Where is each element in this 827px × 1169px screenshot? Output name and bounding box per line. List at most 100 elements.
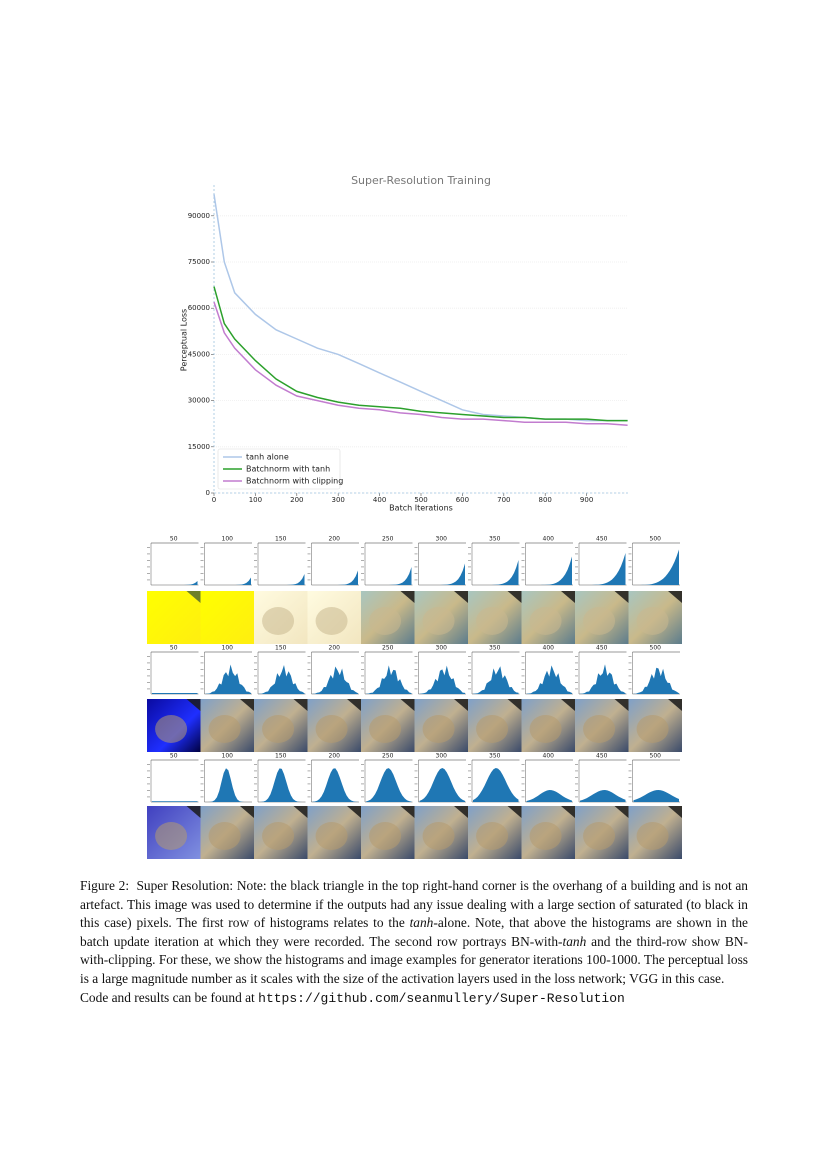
hist-axis-text	[468, 675, 471, 677]
hist-axis-text	[147, 547, 150, 548]
column-label: 250	[382, 753, 394, 760]
caption-italic: tanh	[409, 915, 434, 931]
column-label: 400	[543, 645, 555, 652]
column-label: 300	[436, 753, 448, 760]
column-label: 100	[222, 753, 234, 760]
hist-axis-text	[414, 662, 418, 664]
image-corner	[400, 591, 415, 603]
y-tick-label: 60000	[188, 304, 210, 312]
hist-axis-text	[147, 682, 150, 683]
hist-axis-text	[628, 662, 632, 664]
image-tree	[476, 822, 509, 850]
column-label: 50	[170, 645, 178, 652]
image-tree	[262, 715, 295, 743]
column-label: 500	[650, 753, 662, 760]
hist-axis-text	[361, 547, 364, 548]
hist-axis-text	[414, 796, 418, 798]
histogram	[205, 664, 251, 694]
hist-axis-text	[468, 656, 471, 657]
hist-axis-text	[307, 682, 311, 683]
hist-axis-text	[200, 764, 204, 765]
hist-axis-text	[628, 669, 632, 670]
hist-axis-text	[414, 764, 418, 765]
hist-axis-text	[307, 764, 311, 765]
hist-axis-text	[628, 579, 632, 581]
legend-label: tanh alone	[246, 453, 289, 462]
series-line	[213, 194, 628, 422]
histogram	[259, 768, 305, 802]
image-tree	[422, 607, 455, 635]
column-label: 100	[222, 645, 234, 652]
x-tick-label: 300	[332, 496, 345, 504]
hist-axis-text	[254, 662, 257, 664]
image-tree	[369, 715, 402, 743]
hist-axis-text	[414, 560, 418, 561]
image-tree	[476, 715, 509, 743]
image-corner	[668, 699, 682, 711]
image-corner	[186, 699, 201, 711]
hist-axis-text	[628, 573, 632, 574]
hist-axis-text	[254, 675, 257, 677]
image-tree	[583, 822, 616, 850]
x-tick-label: 200	[290, 496, 303, 504]
hist-axis-text	[521, 770, 525, 772]
hist-axis-text	[521, 573, 525, 574]
chart-title: Super-Resolution Training	[351, 174, 491, 187]
hist-axis-text	[147, 783, 150, 785]
hist-axis-text	[147, 770, 150, 772]
image-corner	[454, 699, 468, 711]
hist-axis-text	[468, 770, 471, 772]
hist-axis-text	[254, 553, 257, 555]
histogram	[580, 790, 626, 802]
hist-axis-text	[575, 566, 578, 568]
hist-axis-text	[307, 553, 311, 555]
x-tick-label: 400	[373, 496, 386, 504]
hist-axis-text	[200, 566, 204, 568]
hist-axis-text	[254, 682, 257, 683]
image-corner	[614, 699, 629, 711]
column-label: 50	[170, 753, 178, 760]
image-corner	[240, 699, 254, 711]
hist-axis-text	[200, 790, 204, 791]
image-tree	[315, 715, 348, 743]
hist-axis-text	[521, 777, 525, 778]
hist-axis-text	[628, 682, 632, 683]
hist-axis-text	[521, 553, 525, 555]
legend-box	[217, 448, 341, 490]
histogram	[473, 560, 519, 585]
hist-axis-text	[361, 777, 364, 778]
hist-axis-text	[521, 682, 525, 683]
image-corner	[186, 806, 201, 818]
histogram	[526, 556, 572, 585]
hist-axis-text	[361, 675, 364, 677]
image-tree	[208, 822, 241, 850]
caption-italic: tanh	[562, 933, 587, 949]
hist-axis-text	[414, 553, 418, 555]
x-tick-label: 0	[212, 496, 216, 504]
hist-axis-text	[521, 656, 525, 657]
hist-axis-text	[414, 579, 418, 581]
hist-axis-text	[468, 573, 471, 574]
hist-axis-text	[361, 770, 364, 772]
series-line	[213, 286, 628, 422]
url: https://github.com/seanmullery/Super-Res…	[258, 990, 625, 1006]
image-corner	[400, 806, 415, 818]
image-corner	[347, 806, 361, 818]
hist-axis-text	[307, 560, 311, 561]
image-tree	[529, 715, 562, 743]
histogram	[205, 768, 251, 802]
sample-image	[147, 591, 201, 644]
hist-axis-text	[575, 560, 578, 561]
hist-axis-text	[200, 579, 204, 581]
hist-axis-text	[254, 669, 257, 670]
hist-axis-text	[468, 553, 471, 555]
hist-axis-text	[254, 777, 257, 778]
hist-axis-text	[200, 770, 204, 772]
column-label: 100	[222, 536, 234, 543]
image-tree	[155, 822, 188, 850]
y-tick-label: 15000	[188, 443, 210, 451]
hist-axis-text	[307, 783, 311, 785]
hist-axis-text	[254, 783, 257, 785]
x-tick-label: 100	[249, 496, 262, 504]
